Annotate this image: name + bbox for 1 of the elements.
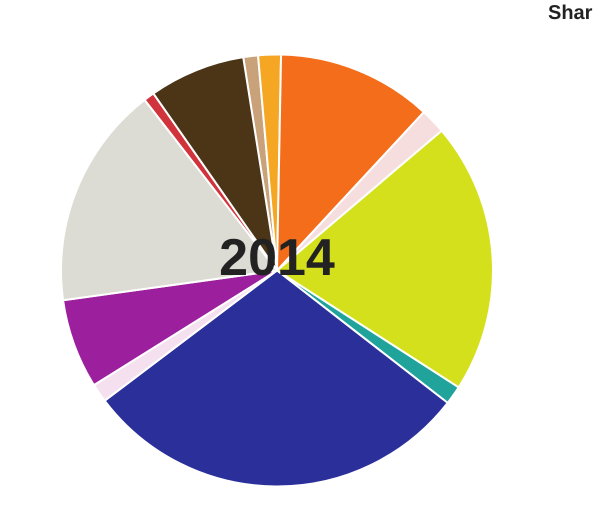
text: Shar bbox=[548, 2, 594, 25]
